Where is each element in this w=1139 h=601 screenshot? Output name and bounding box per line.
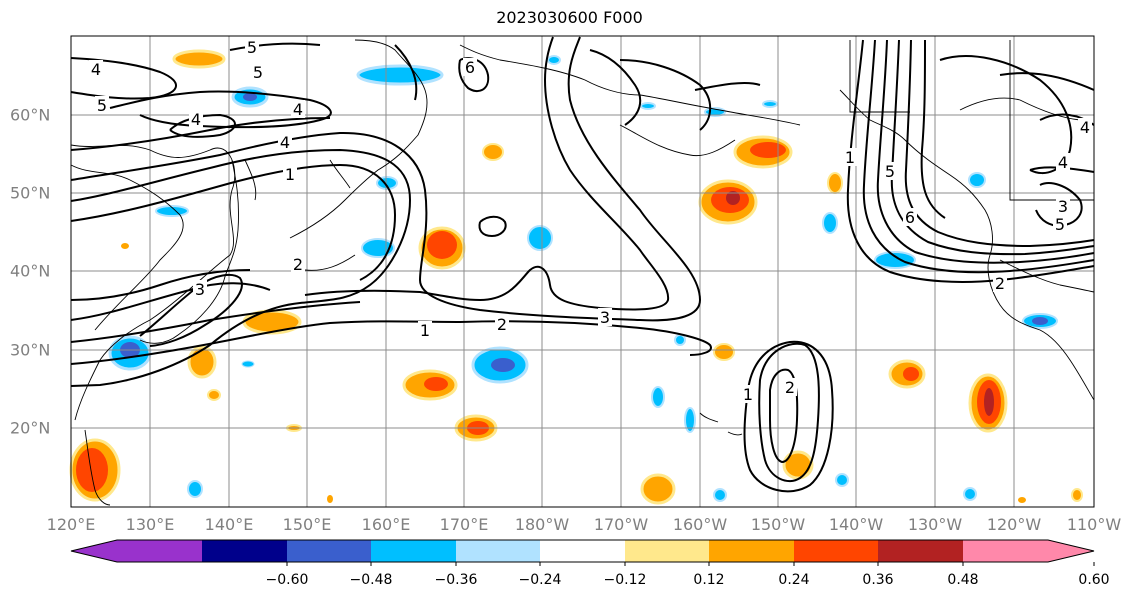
lon-tick-label: 170°W [593, 515, 649, 534]
contour-label-bg [1053, 215, 1067, 233]
colorbar-segment [794, 540, 878, 562]
contour-label: 5 [253, 63, 263, 82]
contour-label: 5 [885, 162, 895, 181]
contour-label-bg [843, 148, 857, 166]
contour-label: 4 [1058, 153, 1068, 172]
map-title: 2023030600 F000 [496, 8, 643, 27]
contour-label-bg [245, 38, 259, 56]
lon-tick-label: 140°E [204, 515, 254, 534]
contour-label-bg [1056, 153, 1070, 171]
contour-label-bg [251, 63, 265, 81]
lon-tick-label: 130°E [125, 515, 175, 534]
contour-label: 2 [785, 378, 795, 397]
contour-label: 1 [743, 385, 753, 404]
lat-tick-label: 40°N [10, 261, 51, 281]
contour-label-bg [189, 110, 203, 128]
contour-label: 6 [465, 58, 475, 77]
contour-label-bg [741, 385, 755, 403]
lon-tick-label: 110°W [1066, 515, 1122, 534]
lat-tick-label: 50°N [10, 183, 51, 203]
contour-label: 3 [195, 280, 205, 299]
colorbar-tick-label: −0.24 [518, 572, 562, 588]
contour-label: 4 [91, 60, 101, 79]
contour-label-bg [1078, 118, 1092, 136]
lat-tick-label: 60°N [10, 105, 51, 125]
lat-tick-label: 30°N [10, 340, 51, 360]
contour-label-bg [418, 321, 432, 339]
lon-tick-label: 140°W [828, 515, 884, 534]
map-frame [70, 35, 1095, 508]
lon-tick-label: 160°E [361, 515, 411, 534]
lon-tick-label: 150°W [750, 515, 806, 534]
colorbar-tick-label: 0.24 [778, 572, 810, 588]
contour-label: 5 [97, 96, 107, 115]
contour-label: 2 [497, 315, 507, 334]
contour-label-bg [283, 165, 297, 183]
colorbar-segment [287, 540, 371, 562]
contour-label: 4 [1080, 118, 1090, 137]
colorbar-tick-label: −0.12 [603, 572, 647, 588]
lon-tick-label: 180°W [514, 515, 570, 534]
contour-label-bg [783, 378, 797, 396]
colorbar-segment [202, 540, 287, 562]
colorbar-segment [625, 540, 709, 562]
contour-label-bg [598, 308, 612, 326]
colorbar-segment [540, 540, 625, 562]
contour-label-bg [193, 280, 207, 298]
colorbar-tick-label: −0.60 [265, 572, 309, 588]
contour-label-bg [95, 96, 109, 114]
colorbar [70, 539, 1095, 566]
contour-label: 4 [293, 100, 303, 119]
contour-label: 4 [191, 110, 201, 129]
lon-tick-label: 120°W [986, 515, 1042, 534]
gridlines [71, 36, 1094, 507]
contour-label-bg [278, 133, 292, 151]
lon-tick-label: 120°E [46, 515, 96, 534]
lon-tick-label: 130°W [907, 515, 963, 534]
contour-label: 6 [905, 208, 915, 227]
contour-label: 4 [280, 133, 290, 152]
contour-label-bg [903, 208, 917, 226]
colorbar-outline [70, 539, 1095, 563]
contour-label: 2 [995, 274, 1005, 293]
contour-label: 3 [600, 308, 610, 327]
contour-label-bg [291, 100, 305, 118]
colorbar-tick-label: −0.36 [434, 572, 478, 588]
colorbar-tick-label: 0.12 [693, 572, 725, 588]
contour-label: 5 [247, 38, 257, 57]
colorbar-extend-min [71, 540, 203, 562]
contour-label: 1 [285, 165, 295, 184]
lon-tick-label: 160°W [672, 515, 728, 534]
lon-tick-label: 150°E [282, 515, 332, 534]
contour-label: 1 [845, 148, 855, 167]
colorbar-tick-label: 0.36 [862, 572, 894, 588]
contour-label-bg [89, 60, 103, 78]
colorbar-tick-label: 0.60 [1078, 572, 1110, 588]
lat-tick-label: 20°N [10, 418, 51, 438]
contour-label-bg [495, 315, 509, 333]
colorbar-segment [371, 540, 456, 562]
colorbar-tick-label: −0.48 [349, 572, 393, 588]
colorbar-segment [456, 540, 540, 562]
contour-label: 5 [1055, 215, 1065, 234]
contour-label: 1 [420, 321, 430, 340]
colorbar-tick-label: 0.48 [947, 572, 979, 588]
colorbar-extend-max [963, 540, 1094, 562]
colorbar-segment [709, 540, 794, 562]
contour-label-bg [463, 58, 477, 76]
contour-label: 2 [293, 255, 303, 274]
contour-label-bg [291, 255, 305, 273]
colorbar-segment [878, 540, 963, 562]
contour-label: 3 [1058, 197, 1068, 216]
contour-label-bg [883, 162, 897, 180]
shading-layer [69, 49, 1083, 505]
contour-label-bg [1056, 197, 1070, 215]
contour-label-bg [993, 274, 1007, 292]
lon-tick-label: 170°E [439, 515, 489, 534]
